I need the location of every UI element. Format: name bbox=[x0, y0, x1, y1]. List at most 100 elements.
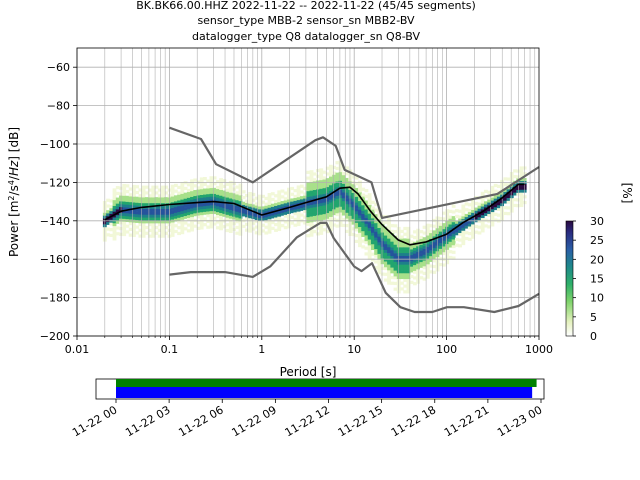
heatmap-cell bbox=[148, 220, 152, 224]
heatmap-cell bbox=[190, 211, 194, 215]
heatmap-cell bbox=[400, 229, 404, 233]
heatmap-cell bbox=[128, 187, 133, 191]
heatmap-cell bbox=[403, 232, 408, 236]
heatmap-cell bbox=[345, 166, 349, 170]
heatmap-cell bbox=[144, 211, 149, 215]
heatmap-cell bbox=[361, 202, 366, 206]
heatmap-cell bbox=[445, 255, 450, 259]
heatmap-cell bbox=[445, 252, 450, 256]
heatmap-cell bbox=[429, 235, 433, 239]
heatmap-cell bbox=[406, 261, 411, 265]
heatmap-cell bbox=[467, 220, 472, 224]
heatmap-cell bbox=[203, 223, 207, 227]
heatmap-cell bbox=[135, 208, 140, 212]
heatmap-cell bbox=[319, 185, 324, 189]
heatmap-cell bbox=[170, 207, 175, 211]
heatmap-cell bbox=[190, 199, 194, 203]
heatmap-cell bbox=[173, 201, 178, 205]
heatmap-cell bbox=[400, 287, 404, 291]
heatmap-cell bbox=[322, 216, 327, 220]
heatmap-cell bbox=[283, 220, 288, 224]
heatmap-cell bbox=[438, 262, 443, 267]
heatmap-cell bbox=[267, 227, 272, 231]
heatmap-cell bbox=[177, 191, 182, 195]
heatmap-cell bbox=[115, 191, 120, 196]
heatmap-cell bbox=[425, 275, 430, 279]
heatmap-cell bbox=[141, 234, 146, 238]
colorbar-tick-label: 5 bbox=[590, 311, 597, 324]
heatmap-cell bbox=[235, 208, 240, 212]
heatmap-cell bbox=[312, 230, 317, 234]
y-axis-ticks: −200−180−160−140−120−100−80−60 bbox=[40, 61, 77, 343]
heatmap-cell bbox=[261, 206, 265, 210]
heatmap-cell bbox=[451, 230, 456, 234]
heatmap-cell bbox=[458, 209, 463, 213]
heatmap-cell bbox=[306, 185, 311, 189]
heatmap-cell bbox=[241, 195, 246, 200]
heatmap-cell bbox=[400, 272, 404, 277]
heatmap-cell bbox=[196, 195, 201, 199]
heatmap-cell bbox=[128, 198, 133, 203]
heatmap-cell bbox=[351, 218, 356, 222]
heatmap-cell bbox=[513, 183, 517, 187]
heatmap-cell bbox=[296, 219, 301, 224]
heatmap-cell bbox=[190, 187, 194, 192]
heatmap-cell bbox=[238, 226, 243, 230]
heatmap-cell bbox=[299, 204, 304, 208]
heatmap-cell bbox=[151, 217, 156, 221]
heatmap-cell bbox=[245, 228, 249, 232]
heatmap-cell bbox=[112, 188, 117, 192]
heatmap-cell bbox=[267, 216, 272, 220]
heatmap-cell bbox=[396, 281, 401, 285]
heatmap-cell bbox=[361, 193, 366, 197]
heatmap-cell bbox=[257, 232, 262, 236]
heatmap-cell bbox=[170, 204, 175, 209]
heatmap-cell bbox=[138, 234, 143, 238]
heatmap-cell bbox=[203, 197, 207, 201]
heatmap-cell bbox=[222, 207, 227, 212]
heatmap-cell bbox=[341, 209, 346, 213]
heatmap-cell bbox=[309, 170, 314, 174]
heatmap-cell bbox=[477, 205, 482, 209]
heatmap-cell bbox=[493, 212, 498, 216]
heatmap-cell bbox=[193, 207, 198, 211]
heatmap-cell bbox=[270, 226, 275, 230]
heatmap-cell bbox=[351, 212, 356, 216]
heatmap-cell bbox=[448, 232, 453, 237]
heatmap-cell bbox=[228, 192, 233, 196]
heatmap-cell bbox=[361, 245, 366, 249]
heatmap-cell bbox=[406, 249, 411, 254]
heatmap-cell bbox=[238, 189, 243, 193]
heatmap-cell bbox=[332, 180, 337, 184]
heatmap-cell bbox=[312, 212, 317, 216]
heatmap-cell bbox=[199, 186, 204, 190]
heatmap-cell bbox=[348, 209, 353, 213]
heatmap-cell bbox=[364, 229, 369, 233]
heatmap-cell bbox=[448, 227, 453, 231]
heatmap-cell bbox=[332, 194, 337, 198]
heatmap-cell bbox=[309, 184, 314, 188]
heatmap-cell bbox=[396, 255, 401, 259]
heatmap-cell bbox=[458, 221, 463, 225]
heatmap-cell bbox=[351, 183, 356, 188]
heatmap-cell bbox=[115, 200, 120, 204]
heatmap-cell bbox=[280, 224, 285, 228]
heatmap-cell bbox=[316, 212, 320, 216]
heatmap-cell bbox=[180, 228, 185, 232]
heatmap-cell bbox=[464, 231, 469, 235]
coverage-tick-label: 11-22 09 bbox=[230, 403, 279, 439]
heatmap-cell bbox=[215, 214, 220, 218]
heatmap-cell bbox=[131, 199, 136, 203]
heatmap-cell bbox=[354, 210, 359, 215]
heatmap-cell bbox=[215, 188, 220, 192]
heatmap-cell bbox=[416, 246, 421, 250]
heatmap-cell bbox=[219, 192, 224, 196]
heatmap-cell bbox=[241, 204, 246, 208]
heatmap-cell bbox=[170, 184, 175, 188]
heatmap-cell bbox=[367, 256, 372, 260]
heatmap-cell bbox=[122, 189, 127, 193]
heatmap-cell bbox=[141, 185, 146, 189]
heatmap-cell bbox=[122, 230, 127, 234]
heatmap-cell bbox=[380, 237, 385, 242]
